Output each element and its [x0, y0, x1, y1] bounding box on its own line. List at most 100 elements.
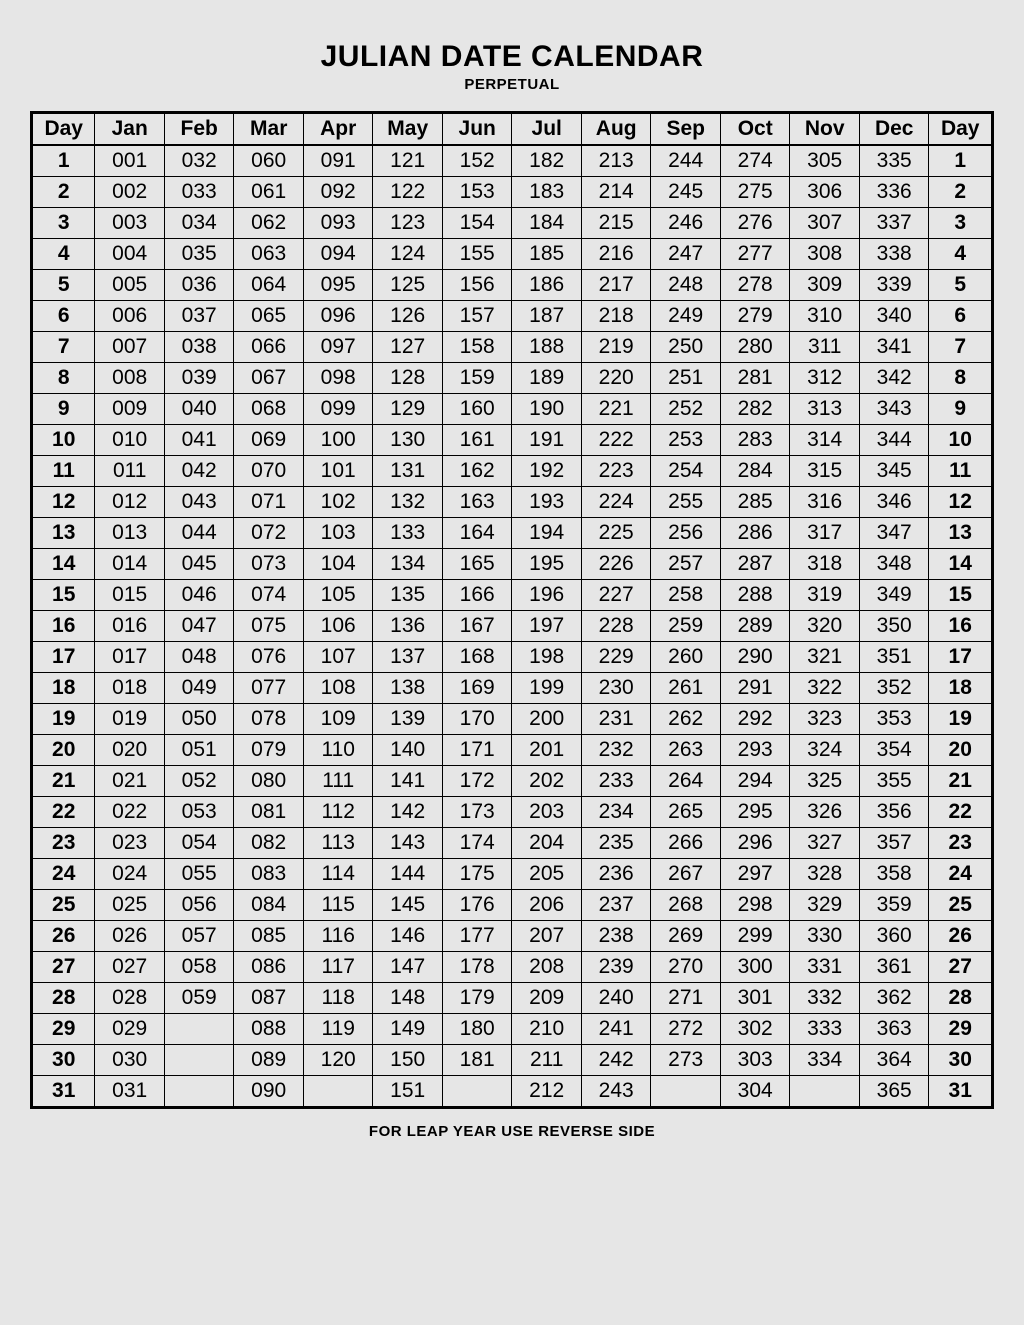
julian-value: 311 [790, 332, 860, 363]
table-row: 2102105208011114117220223326429432535521 [32, 766, 993, 797]
julian-value: 316 [790, 487, 860, 518]
julian-value: 144 [373, 859, 443, 890]
julian-value: 236 [581, 859, 651, 890]
julian-value: 069 [234, 425, 304, 456]
day-number: 31 [929, 1076, 993, 1108]
julian-value: 270 [651, 952, 721, 983]
julian-value: 125 [373, 270, 443, 301]
table-row: 2702705808611714717820823927030033136127 [32, 952, 993, 983]
julian-value: 246 [651, 208, 721, 239]
julian-value: 045 [164, 549, 234, 580]
julian-value: 124 [373, 239, 443, 270]
julian-value: 303 [720, 1045, 790, 1076]
day-number: 4 [929, 239, 993, 270]
julian-value: 362 [859, 983, 929, 1014]
col-header-day: Day [929, 113, 993, 146]
julian-value: 261 [651, 673, 721, 704]
julian-value: 243 [581, 1076, 651, 1108]
julian-value: 257 [651, 549, 721, 580]
julian-value: 334 [790, 1045, 860, 1076]
julian-value: 164 [442, 518, 512, 549]
julian-value: 130 [373, 425, 443, 456]
day-number: 11 [929, 456, 993, 487]
col-header-month: Apr [303, 113, 373, 146]
col-header-month: Aug [581, 113, 651, 146]
julian-value: 151 [373, 1076, 443, 1108]
julian-value: 096 [303, 301, 373, 332]
julian-value: 230 [581, 673, 651, 704]
julian-value: 216 [581, 239, 651, 270]
julian-value: 128 [373, 363, 443, 394]
day-number: 24 [929, 859, 993, 890]
julian-value: 315 [790, 456, 860, 487]
julian-value: 170 [442, 704, 512, 735]
julian-value: 143 [373, 828, 443, 859]
julian-value: 059 [164, 983, 234, 1014]
julian-value: 180 [442, 1014, 512, 1045]
julian-value: 075 [234, 611, 304, 642]
day-number: 6 [929, 301, 993, 332]
julian-value: 215 [581, 208, 651, 239]
day-number: 12 [32, 487, 95, 518]
julian-value: 042 [164, 456, 234, 487]
day-number: 7 [32, 332, 95, 363]
julian-value: 077 [234, 673, 304, 704]
julian-value: 191 [512, 425, 582, 456]
table-row: 3003008912015018121124227330333436430 [32, 1045, 993, 1076]
day-number: 3 [32, 208, 95, 239]
julian-value: 248 [651, 270, 721, 301]
day-number: 19 [929, 704, 993, 735]
julian-calendar-table: DayJanFebMarAprMayJunJulAugSepOctNovDecD… [30, 111, 994, 1109]
col-header-month: Mar [234, 113, 304, 146]
julian-value: 172 [442, 766, 512, 797]
julian-value: 070 [234, 456, 304, 487]
julian-value: 295 [720, 797, 790, 828]
julian-value: 035 [164, 239, 234, 270]
julian-value: 210 [512, 1014, 582, 1045]
julian-value: 140 [373, 735, 443, 766]
julian-value: 227 [581, 580, 651, 611]
julian-value: 242 [581, 1045, 651, 1076]
table-row: 2802805908711814817920924027130133236228 [32, 983, 993, 1014]
julian-value: 147 [373, 952, 443, 983]
table-row: 2902908811914918021024127230233336329 [32, 1014, 993, 1045]
julian-value: 271 [651, 983, 721, 1014]
julian-value: 273 [651, 1045, 721, 1076]
day-number: 29 [32, 1014, 95, 1045]
day-number: 27 [929, 952, 993, 983]
julian-value: 317 [790, 518, 860, 549]
julian-value: 139 [373, 704, 443, 735]
table-row: 80080390670981281591892202512813123428 [32, 363, 993, 394]
julian-value: 244 [651, 145, 721, 177]
julian-value: 307 [790, 208, 860, 239]
julian-value [164, 1045, 234, 1076]
julian-value: 114 [303, 859, 373, 890]
page-title: JULIAN DATE CALENDAR [30, 40, 994, 74]
julian-value: 293 [720, 735, 790, 766]
julian-value: 136 [373, 611, 443, 642]
julian-value: 079 [234, 735, 304, 766]
julian-value: 161 [442, 425, 512, 456]
julian-value: 012 [95, 487, 165, 518]
julian-value: 087 [234, 983, 304, 1014]
day-number: 2 [32, 177, 95, 208]
julian-value: 201 [512, 735, 582, 766]
julian-value: 296 [720, 828, 790, 859]
day-number: 22 [929, 797, 993, 828]
julian-value: 056 [164, 890, 234, 921]
julian-value: 182 [512, 145, 582, 177]
julian-value: 200 [512, 704, 582, 735]
day-number: 23 [32, 828, 95, 859]
table-row: 2602605708511614617720723826929933036026 [32, 921, 993, 952]
julian-value: 041 [164, 425, 234, 456]
julian-value: 154 [442, 208, 512, 239]
julian-value: 347 [859, 518, 929, 549]
julian-value: 038 [164, 332, 234, 363]
day-number: 13 [929, 518, 993, 549]
julian-value: 021 [95, 766, 165, 797]
col-header-month: Jun [442, 113, 512, 146]
day-number: 8 [929, 363, 993, 394]
julian-value: 118 [303, 983, 373, 1014]
julian-value: 196 [512, 580, 582, 611]
julian-value: 344 [859, 425, 929, 456]
